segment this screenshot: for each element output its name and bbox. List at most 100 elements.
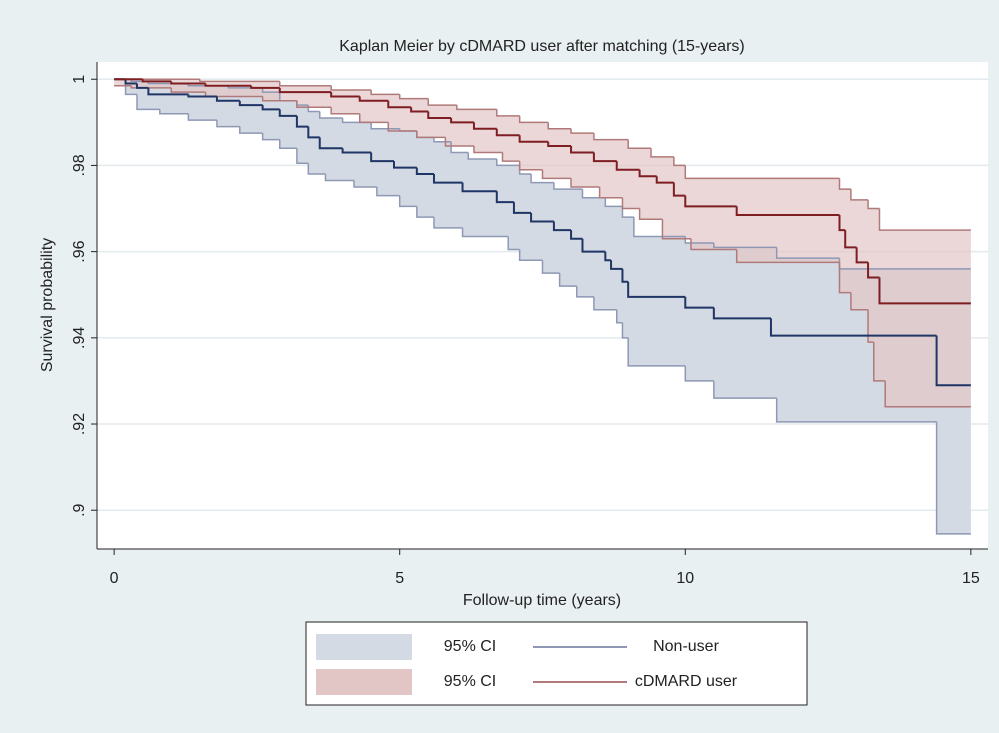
ci-upper: [496, 109, 520, 117]
ci-lower: [239, 126, 263, 134]
survival-line: [547, 141, 572, 148]
y-tick-label: .94: [71, 327, 88, 349]
survival-line: [261, 105, 280, 111]
ci-lower: [775, 398, 937, 423]
survival-line: [124, 79, 137, 85]
survival-line: [250, 85, 280, 89]
survival-line: [341, 148, 372, 154]
ci-upper: [850, 189, 869, 201]
survival-line: [307, 126, 320, 139]
ci-upper: [593, 133, 629, 141]
survival-line: [461, 182, 497, 193]
marks: [114, 78, 971, 535]
ci-lower: [353, 180, 377, 188]
survival-line: [147, 87, 189, 96]
ci-upper: [570, 128, 594, 134]
ci-upper: [496, 158, 520, 167]
survival-line: [638, 169, 657, 178]
survival-line: [238, 100, 263, 107]
survival-line: [215, 96, 240, 102]
ci-lower: [558, 273, 577, 287]
ci-upper: [775, 247, 840, 259]
x-tick-label: 5: [395, 570, 404, 587]
ci-lower: [593, 296, 617, 311]
survival-line: [141, 79, 172, 83]
ci-lower: [884, 380, 971, 408]
ci-lower: [518, 161, 543, 171]
ci-upper: [627, 139, 652, 149]
survival-line: [278, 109, 297, 117]
ci-lower: [416, 206, 434, 218]
ci-lower: [541, 260, 560, 274]
survival-line: [838, 214, 846, 232]
ci-lower: [376, 186, 400, 197]
ci-lower: [507, 236, 520, 251]
ci-lower: [130, 85, 172, 89]
x-tick-label: 0: [110, 570, 119, 587]
ci-lower: [433, 217, 463, 229]
ci-lower: [616, 309, 623, 324]
legend-swatch: [316, 669, 412, 695]
survival-line: [855, 247, 869, 264]
ci-lower: [627, 337, 686, 367]
y-tick-label: .9: [71, 503, 88, 516]
survival-line: [370, 152, 394, 163]
ci-lower: [170, 87, 206, 93]
survival-line: [627, 281, 686, 298]
ci-lower: [261, 133, 280, 141]
survival-line: [878, 277, 971, 305]
ci-lower: [330, 107, 360, 115]
survival-line: [621, 268, 629, 283]
ci-upper: [547, 122, 572, 130]
ci-upper: [456, 105, 497, 111]
ci-upper: [261, 87, 280, 93]
survival-line: [135, 83, 149, 89]
survival-line: [769, 318, 937, 337]
ci-lower: [473, 146, 503, 154]
ci-lower: [713, 380, 777, 399]
ci-lower: [461, 227, 509, 238]
survival-line: [735, 206, 840, 216]
ci-lower: [444, 137, 474, 147]
ci-lower: [279, 139, 297, 149]
survival-line: [935, 335, 971, 387]
survival-line: [495, 128, 520, 137]
ci-lower: [621, 322, 629, 339]
x-tick-label: 10: [676, 570, 694, 587]
ci-lower: [690, 238, 737, 251]
survival-line: [393, 161, 417, 169]
survival-line: [844, 230, 857, 249]
survival-line: [581, 238, 606, 253]
ci-lower: [398, 195, 417, 208]
x-axis-label: Follow-up time (years): [463, 592, 621, 609]
ci-upper: [199, 79, 280, 83]
survival-line: [512, 202, 532, 214]
survival-line: [570, 146, 594, 154]
ci-upper: [673, 156, 686, 167]
ci-lower: [501, 152, 520, 162]
x-tick-label: 15: [962, 570, 980, 587]
survival-line: [495, 191, 514, 204]
ci-upper: [633, 217, 686, 238]
ci-lower: [576, 286, 594, 298]
ci-lower: [621, 197, 640, 210]
ci-lower: [296, 148, 309, 165]
ci-band: [114, 79, 971, 534]
ci-lower: [661, 219, 691, 240]
survival-line: [278, 87, 332, 94]
y-tick-label: 1: [71, 75, 88, 84]
ci-upper: [530, 174, 554, 184]
ci-lower: [261, 96, 297, 102]
survival-line: [295, 115, 309, 128]
ci-upper: [713, 243, 777, 249]
legend-label: cDMARD user: [635, 673, 738, 690]
ci-upper: [553, 182, 583, 190]
survival-line: [204, 83, 252, 87]
survival-line: [867, 262, 880, 279]
legend-items: 95% CI 95% CI Non-user cDMARD user: [316, 634, 738, 695]
survival-line: [427, 111, 452, 120]
survival-line: [472, 122, 497, 130]
survival-line: [415, 167, 434, 176]
